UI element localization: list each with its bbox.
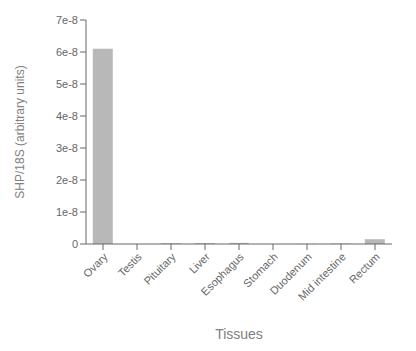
svg-text:4e-8: 4e-8 — [56, 110, 78, 122]
svg-text:Duodenum: Duodenum — [267, 250, 314, 297]
svg-text:0: 0 — [72, 238, 78, 250]
svg-text:Esophagus: Esophagus — [199, 250, 247, 298]
svg-text:2e-8: 2e-8 — [56, 174, 78, 186]
svg-text:Tissues: Tissues — [215, 326, 263, 342]
svg-text:5e-8: 5e-8 — [56, 78, 78, 90]
svg-text:7e-8: 7e-8 — [56, 14, 78, 26]
svg-text:6e-8: 6e-8 — [56, 46, 78, 58]
svg-text:Mid intestine: Mid intestine — [296, 250, 348, 302]
svg-text:Stomach: Stomach — [240, 250, 280, 290]
svg-text:Ovary: Ovary — [81, 250, 111, 280]
svg-text:Pituitary: Pituitary — [141, 250, 178, 287]
svg-text:Rectum: Rectum — [347, 250, 382, 285]
svg-text:Testis: Testis — [116, 250, 145, 279]
svg-text:Liver: Liver — [187, 250, 213, 276]
svg-text:1e-8: 1e-8 — [56, 206, 78, 218]
svg-text:SHP/18S (arbitrary units): SHP/18S (arbitrary units) — [13, 65, 27, 198]
svg-text:3e-8: 3e-8 — [56, 142, 78, 154]
